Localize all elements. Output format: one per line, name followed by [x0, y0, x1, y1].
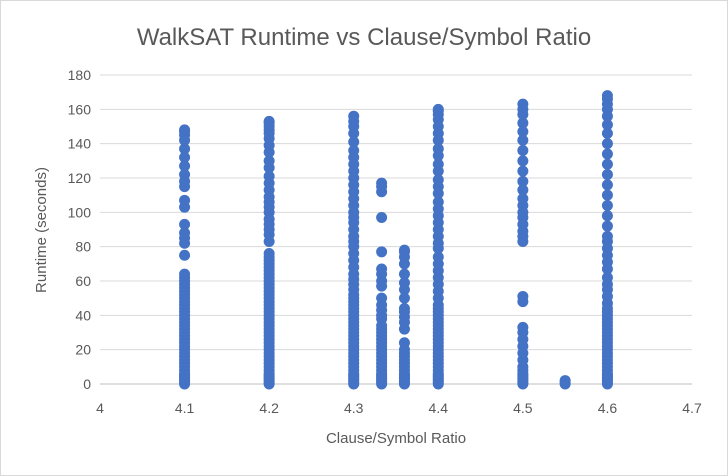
y-tick-label: 60 [75, 273, 91, 289]
data-point [376, 177, 388, 189]
data-point [398, 268, 410, 280]
y-tick-label: 80 [75, 239, 91, 255]
data-point [179, 249, 191, 261]
data-point [601, 179, 613, 191]
data-point [601, 199, 613, 211]
data-point [179, 151, 191, 163]
y-tick-label: 40 [75, 307, 91, 323]
data-point [179, 227, 191, 239]
data-point [179, 194, 191, 206]
data-point [559, 375, 571, 387]
data-point [376, 211, 388, 223]
data-point [179, 143, 191, 155]
data-point [517, 193, 529, 205]
x-tick-labels: 4 4.1 4.2 4.3 4.4 4.5 4.6 4.7 [96, 400, 702, 416]
data-point [348, 110, 360, 122]
x-tick-label: 4.4 [429, 400, 449, 416]
data-point [398, 244, 410, 256]
y-axis-label: Runtime (seconds) [33, 167, 50, 293]
data-point [179, 169, 191, 181]
data-points [179, 90, 613, 390]
data-point [601, 230, 613, 242]
data-point [179, 268, 191, 280]
data-point [432, 174, 444, 186]
y-tick-label: 140 [68, 136, 92, 152]
data-point [376, 292, 388, 304]
data-point [263, 170, 275, 182]
gridlines [100, 74, 692, 385]
data-point [517, 184, 529, 196]
x-tick-label: 4.1 [175, 400, 195, 416]
x-tick-label: 4 [96, 400, 104, 416]
y-tick-label: 100 [68, 204, 92, 220]
x-tick-label: 4.3 [344, 400, 364, 416]
y-tick-label: 0 [83, 376, 91, 392]
data-point [376, 263, 388, 275]
data-point [601, 210, 613, 222]
y-tick-label: 20 [75, 342, 91, 358]
data-point [432, 143, 444, 155]
y-tick-label: 180 [68, 67, 92, 83]
data-point [263, 115, 275, 127]
data-point [263, 155, 275, 167]
data-point [179, 218, 191, 230]
data-point [398, 277, 410, 289]
data-point [517, 165, 529, 177]
data-point [601, 272, 613, 284]
data-point [398, 337, 410, 349]
data-point [601, 90, 613, 102]
data-point [432, 103, 444, 115]
data-point [517, 117, 529, 129]
data-point [601, 169, 613, 181]
data-point [432, 251, 444, 263]
data-point [348, 145, 360, 157]
data-point [601, 119, 613, 131]
data-point [601, 158, 613, 170]
data-point [432, 158, 444, 170]
data-point [601, 138, 613, 150]
data-point [348, 136, 360, 148]
data-point [376, 246, 388, 258]
data-point [398, 302, 410, 314]
data-point [263, 248, 275, 260]
data-point [517, 155, 529, 167]
y-tick-labels: 0 20 40 60 80 100 120 140 160 180 [68, 67, 92, 392]
x-tick-label: 4.6 [598, 400, 618, 416]
x-tick-label: 4.2 [259, 400, 279, 416]
data-point [601, 220, 613, 232]
chart-title: WalkSAT Runtime vs Clause/Symbol Ratio [137, 24, 591, 51]
data-point [179, 160, 191, 172]
y-tick-label: 120 [68, 170, 92, 186]
data-point [601, 189, 613, 201]
data-point [601, 127, 613, 139]
data-point [432, 196, 444, 208]
data-point [601, 148, 613, 160]
data-point [517, 321, 529, 333]
y-tick-label: 160 [68, 101, 92, 117]
data-point [398, 292, 410, 304]
x-axis-label: Clause/Symbol Ratio [326, 430, 466, 447]
x-tick-label: 4.5 [513, 400, 533, 416]
x-tick-label: 4.7 [682, 400, 702, 416]
data-point [517, 126, 529, 138]
data-point [517, 98, 529, 110]
data-point [517, 145, 529, 157]
data-point [517, 134, 529, 146]
data-point [179, 124, 191, 136]
data-point [517, 175, 529, 187]
data-point [517, 290, 529, 302]
